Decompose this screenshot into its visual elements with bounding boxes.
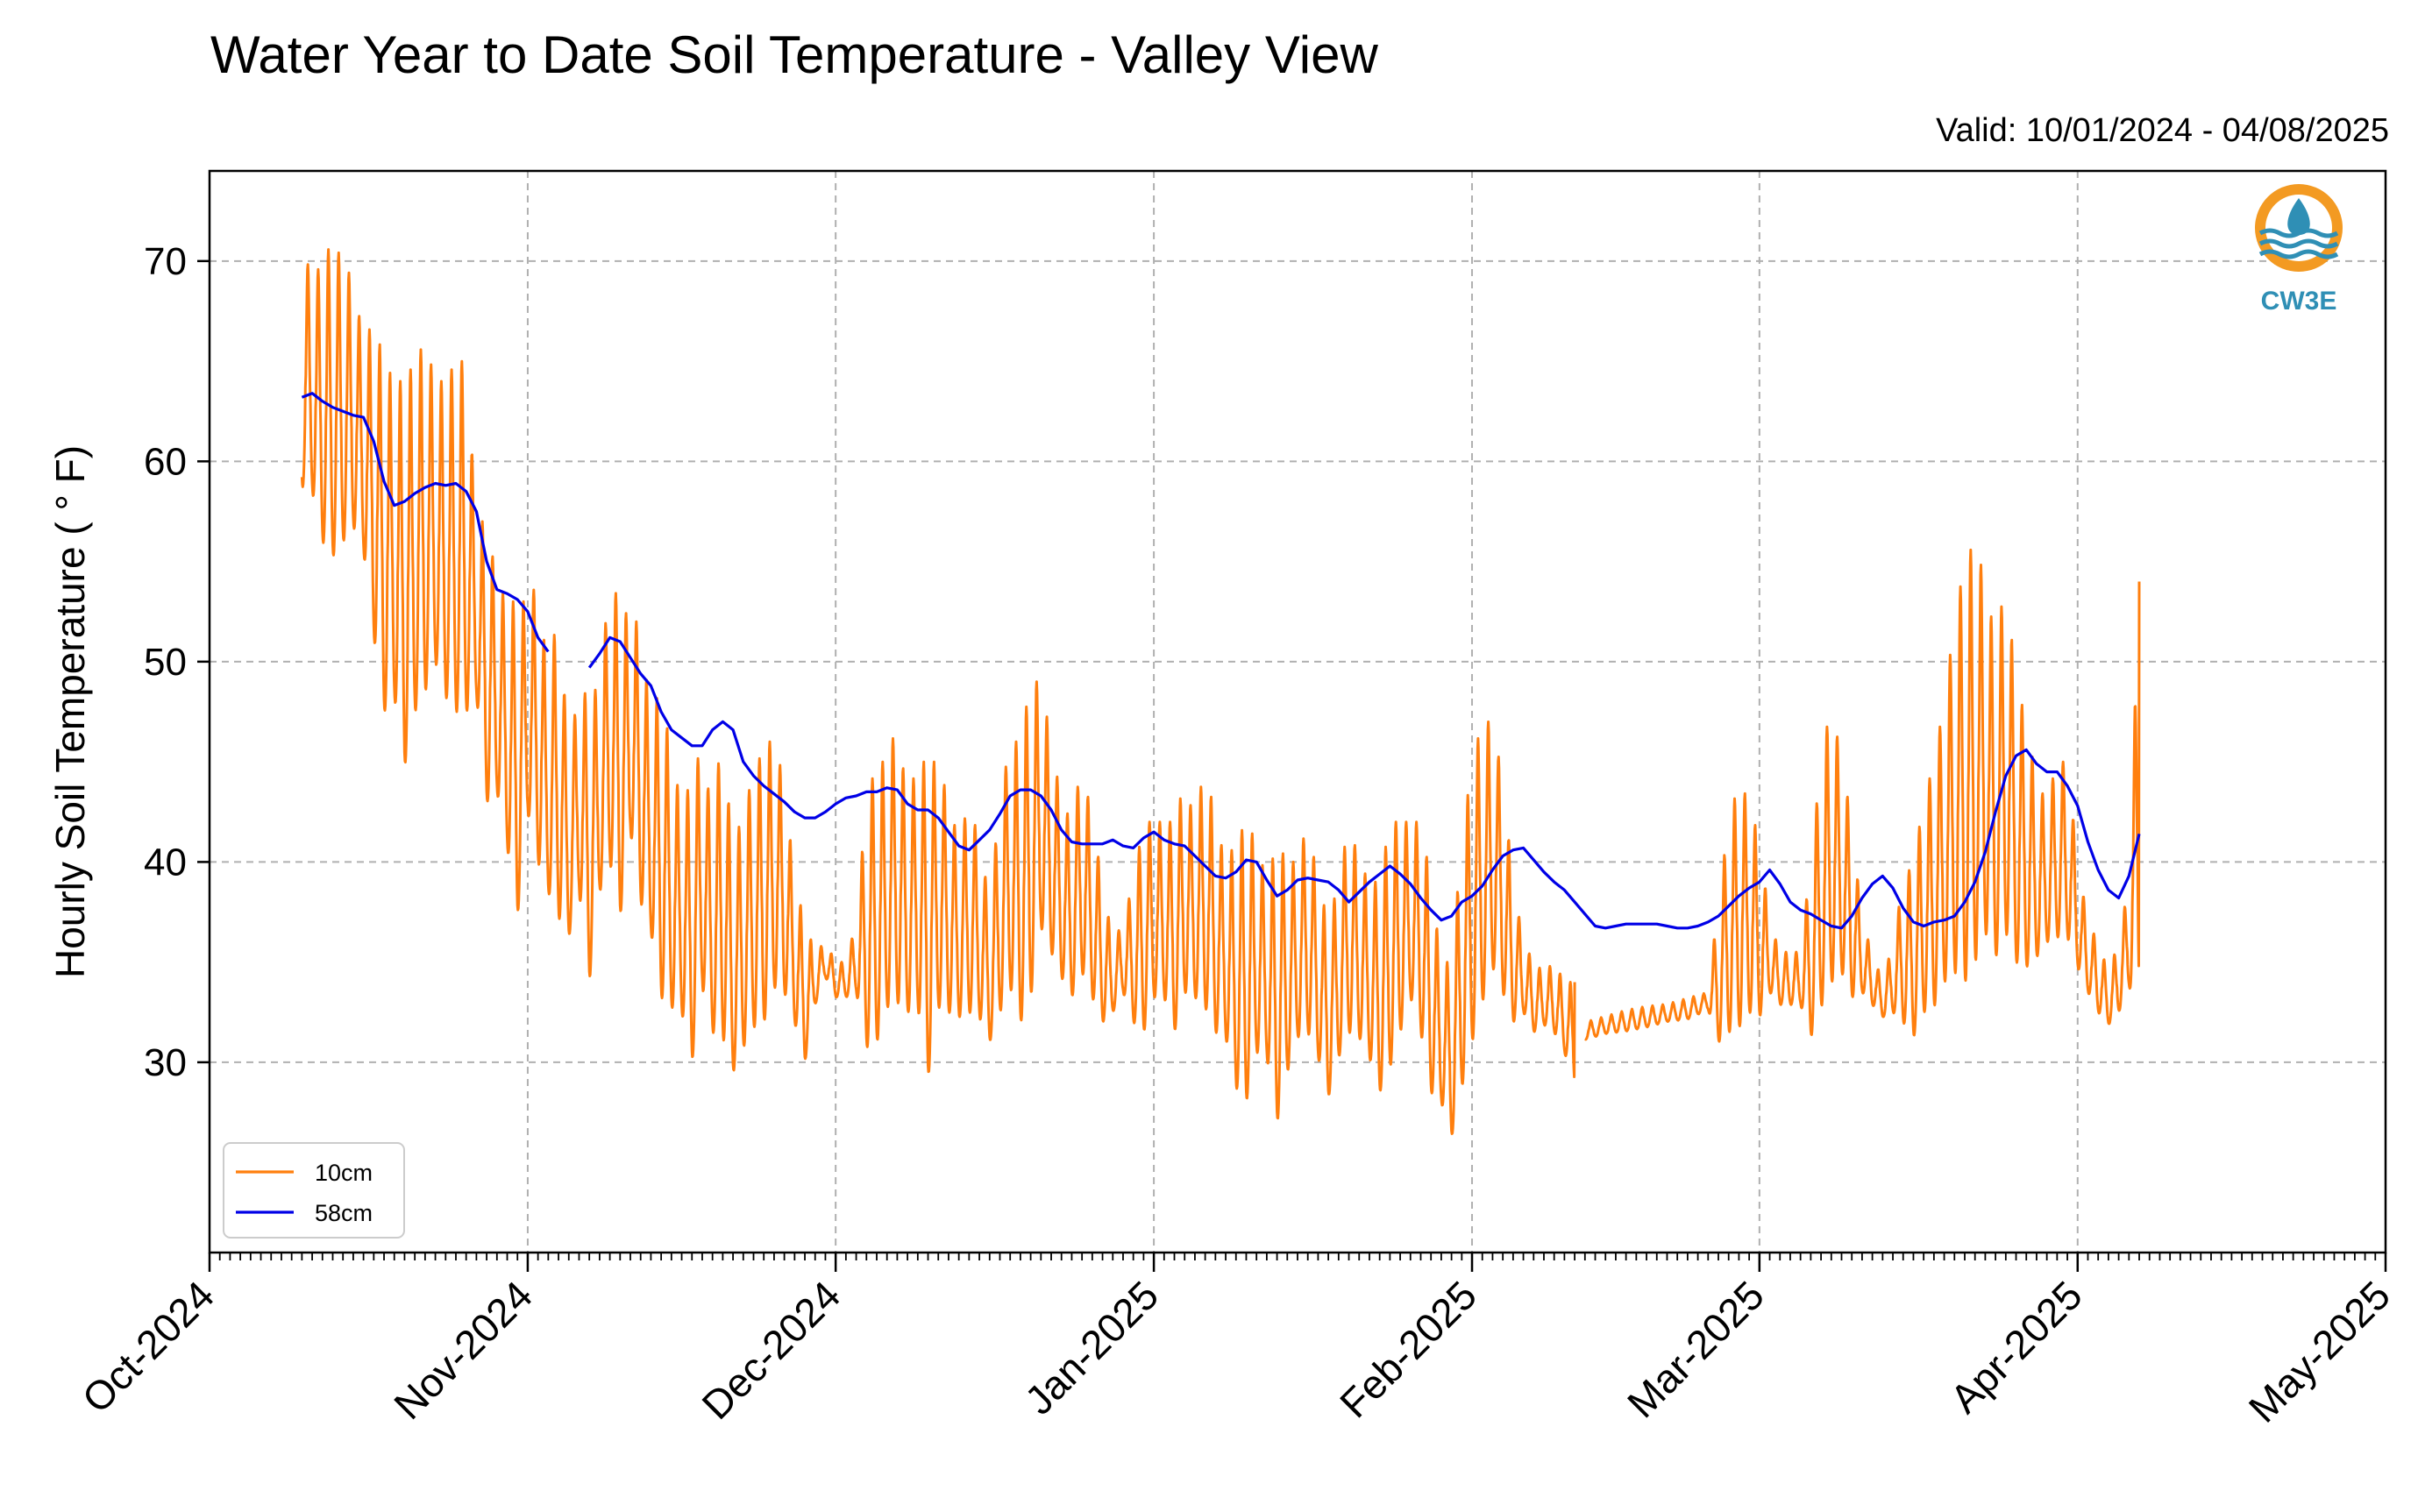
legend-label: 10cm	[315, 1160, 373, 1186]
legend: 10cm 58cm	[223, 1142, 405, 1239]
legend-box	[223, 1142, 405, 1239]
x-tick-label: May-2025	[2240, 1272, 2399, 1430]
x-tick-label: Dec-2024	[693, 1272, 849, 1428]
x-tick-label: Oct-2024	[74, 1272, 224, 1422]
logo-wave	[2258, 249, 2339, 259]
series-line-58cm	[301, 392, 550, 653]
y-tick-label: 30	[144, 1041, 187, 1084]
series-line-58cm	[587, 635, 2141, 930]
plot-frame	[208, 169, 2387, 1254]
y-axis-label: Hourly Soil Temperature ( ° F)	[47, 445, 93, 978]
x-tick-label: Jan-2025	[1016, 1272, 1167, 1423]
series-line-10cm	[1584, 548, 2141, 1043]
chart-title: Water Year to Date Soil Temperature - Va…	[210, 25, 1378, 84]
valid-date-range: Valid: 10/01/2024 - 04/08/2025	[1936, 112, 2389, 149]
water-drop-icon	[2287, 198, 2310, 235]
x-tick-label: Apr-2025	[1941, 1272, 2091, 1422]
logo-text: CW3E	[2261, 287, 2337, 316]
x-tick-label: Mar-2025	[1618, 1272, 1773, 1426]
logo-wave	[2258, 238, 2339, 249]
cw3e-logo: CW3E	[2255, 184, 2343, 316]
y-tick-label: 40	[144, 841, 187, 884]
y-tick-label: 50	[144, 641, 187, 684]
legend-label: 58cm	[315, 1200, 373, 1226]
series-line-10cm	[300, 248, 1576, 1135]
series-layer	[300, 248, 2141, 1135]
x-tick-label: Feb-2025	[1331, 1272, 1485, 1426]
y-tick-label: 60	[144, 440, 187, 483]
x-tick-label: Nov-2024	[385, 1272, 541, 1428]
y-tick-label: 70	[144, 240, 187, 283]
